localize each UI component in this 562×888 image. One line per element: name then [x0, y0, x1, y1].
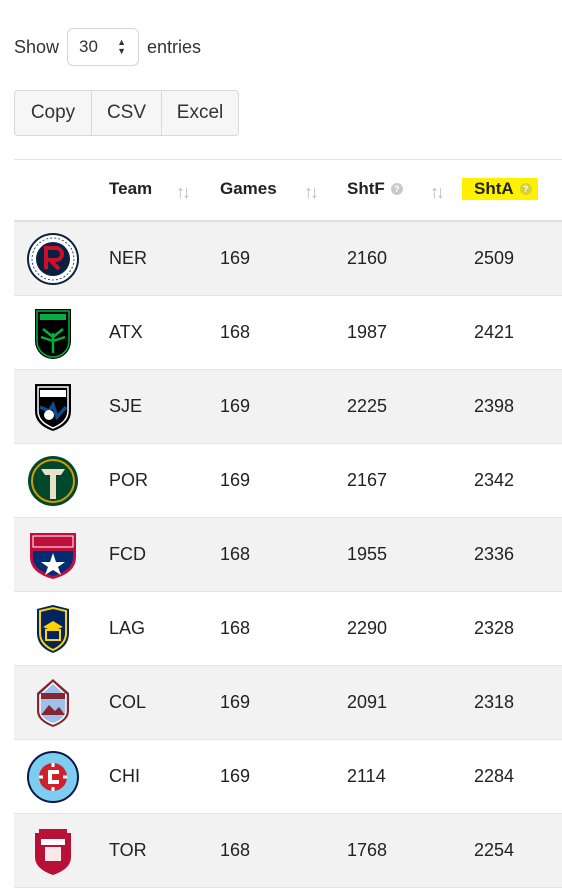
entries-select[interactable]: 30 ▲ ▼: [67, 28, 140, 66]
shta-cell: 2342: [474, 470, 515, 490]
shtf-cell: 2225: [347, 396, 388, 416]
shta-cell: 2509: [474, 248, 515, 268]
colorado-rapids-logo-icon: [37, 679, 69, 727]
team-cell: ATX: [109, 322, 143, 342]
team-cell: POR: [109, 470, 149, 490]
updown-arrow-icon: ▲ ▼: [117, 37, 127, 56]
shta-cell: 2421: [474, 322, 515, 342]
chicago-fire-logo-icon: [27, 751, 79, 803]
export-buttons: Copy CSV Excel: [14, 90, 239, 136]
sort-arrows-icon[interactable]: ↑↓: [176, 182, 191, 202]
sort-arrows-icon[interactable]: ↑↓: [304, 182, 319, 202]
column-header-games[interactable]: Games: [220, 179, 277, 198]
table-row: TOR 168 1768 2254: [14, 814, 562, 888]
column-header-team[interactable]: Team: [109, 179, 153, 198]
show-label: Show: [14, 36, 60, 57]
shtf-cell: 2114: [347, 766, 386, 786]
shtf-cell: 2167: [347, 470, 388, 490]
table-row: COL 169 2091 2318: [14, 666, 562, 740]
shta-cell: 2398: [474, 396, 515, 416]
toronto-fc-logo-icon: [35, 829, 71, 875]
shtf-cell: 2091: [347, 692, 388, 712]
team-cell: FCD: [109, 544, 146, 564]
shtf-cell: 1955: [347, 544, 388, 564]
austin-fc-logo-icon: [35, 309, 71, 359]
team-cell: LAG: [109, 618, 146, 638]
team-cell: NER: [109, 248, 148, 268]
table-row: NER 169 2160 2509: [14, 222, 562, 296]
shtf-cell: 1987: [347, 322, 388, 342]
column-header-shta[interactable]: ShtA ?: [462, 178, 538, 200]
info-icon[interactable]: ?: [519, 183, 532, 195]
copy-button[interactable]: Copy: [14, 90, 92, 136]
shta-cell: 2336: [474, 544, 515, 564]
shta-cell: 2318: [474, 692, 515, 712]
sort-arrows-icon[interactable]: ↑↓: [430, 182, 445, 202]
fc-dallas-logo-icon: [30, 533, 76, 579]
table-row: LAG 168 2290 2328: [14, 592, 562, 666]
portland-timbers-logo-icon: [28, 456, 78, 506]
san-jose-earthquakes-logo-icon: [35, 384, 71, 431]
games-cell: 168: [220, 322, 251, 342]
table-header: Team ↑↓ Games ↑↓ ShtF ? ↑↓ ShtA ?: [14, 160, 562, 222]
shta-cell: 2284: [474, 766, 515, 786]
stats-table: Team ↑↓ Games ↑↓ ShtF ? ↑↓ ShtA ? NER 16…: [14, 159, 562, 888]
games-cell: 168: [220, 618, 251, 638]
shtf-cell: 2160: [347, 248, 388, 268]
games-cell: 168: [220, 544, 251, 564]
column-header-shtf[interactable]: ShtF ?: [347, 179, 403, 199]
csv-button[interactable]: CSV: [91, 90, 162, 136]
games-cell: 169: [220, 470, 251, 490]
entries-label: entries: [147, 36, 202, 57]
games-cell: 169: [220, 396, 251, 416]
length-menu: Show 30 ▲ ▼ entries: [14, 28, 201, 66]
table-row: SJE 169 2225 2398: [14, 370, 562, 444]
table-row: POR 169 2167 2342: [14, 444, 562, 518]
games-cell: 169: [220, 248, 251, 268]
entries-select-value: 30: [79, 37, 98, 56]
la-galaxy-logo-icon: [37, 605, 69, 653]
shtf-cell: 2290: [347, 618, 388, 638]
table-row: FCD 168 1955 2336: [14, 518, 562, 592]
table-row: CHI 169 2114 2284: [14, 740, 562, 814]
shta-cell: 2328: [474, 618, 515, 638]
team-cell: COL: [109, 692, 147, 712]
excel-button[interactable]: Excel: [161, 90, 239, 136]
table-row: ATX 168 1987 2421: [14, 296, 562, 370]
info-icon[interactable]: ?: [390, 183, 403, 195]
team-cell: CHI: [109, 766, 140, 786]
games-cell: 169: [220, 692, 251, 712]
games-cell: 169: [220, 766, 251, 786]
team-cell: SJE: [109, 396, 143, 416]
new-england-revolution-logo-icon: [27, 233, 79, 285]
